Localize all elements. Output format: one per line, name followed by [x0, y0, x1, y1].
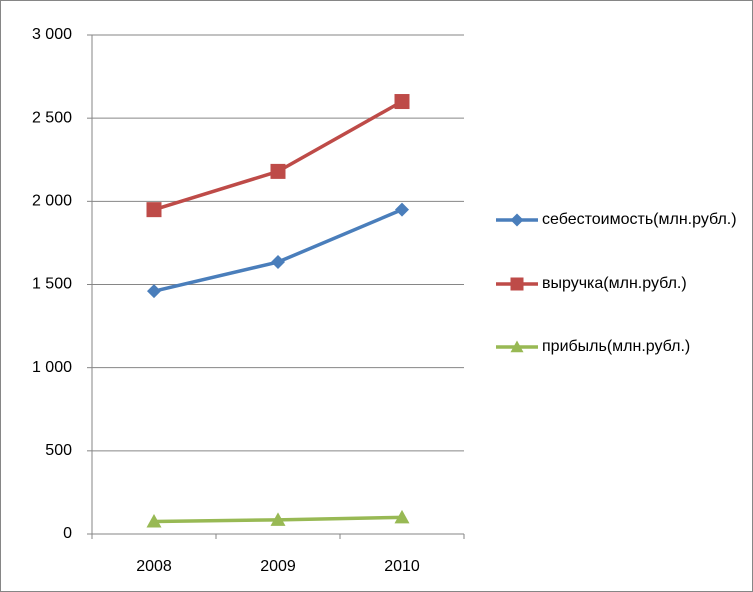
- y-tick-label: 2 500: [32, 109, 72, 126]
- y-tick-label: 1 000: [32, 359, 72, 376]
- x-tick-label: 2010: [384, 558, 420, 575]
- x-tick-label: 2008: [136, 558, 172, 575]
- y-tick-label: 500: [45, 442, 72, 459]
- y-tick-label: 3 000: [32, 26, 72, 43]
- marker: [395, 202, 409, 217]
- marker: [270, 163, 286, 179]
- marker: [146, 202, 162, 218]
- marker: [270, 512, 286, 526]
- marker: [510, 277, 524, 291]
- legend-label: прибыль(млн.рубл.): [542, 338, 691, 355]
- marker: [394, 94, 410, 110]
- legend-label: себестоимость(млн.рубл.): [542, 211, 737, 228]
- legend-label: выручка(млн.рубл.): [542, 275, 687, 292]
- y-tick-label: 0: [63, 525, 72, 542]
- marker: [146, 514, 162, 528]
- x-tick-label: 2009: [260, 558, 296, 575]
- marker: [510, 213, 524, 227]
- marker: [510, 340, 524, 353]
- y-tick-label: 1 500: [32, 276, 72, 293]
- marker: [394, 509, 410, 524]
- y-tick-label: 2 000: [32, 193, 72, 210]
- marker: [271, 255, 285, 270]
- marker: [147, 284, 161, 299]
